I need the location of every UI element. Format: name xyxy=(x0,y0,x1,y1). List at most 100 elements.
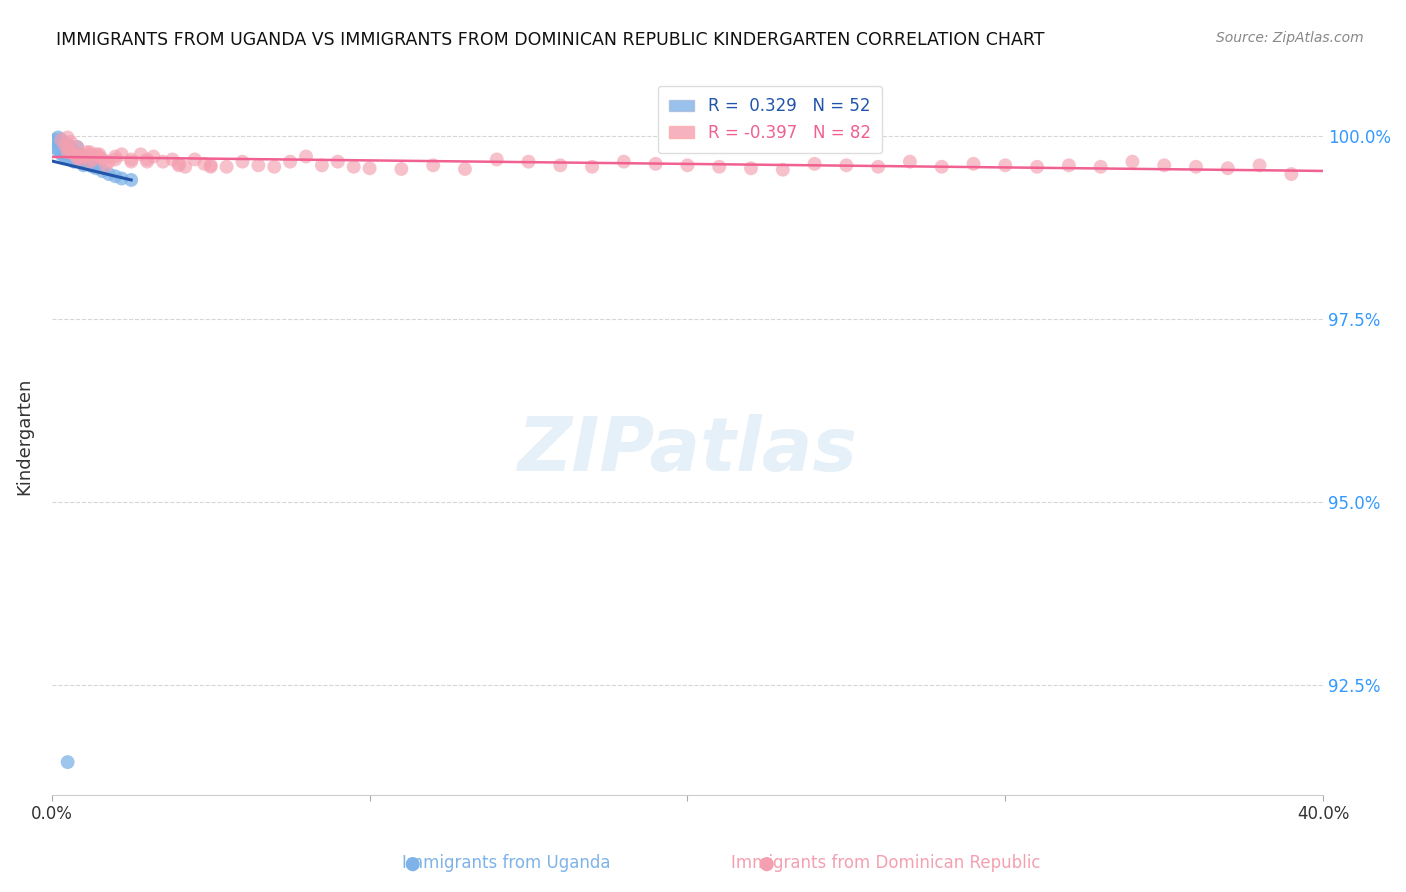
Point xyxy=(69,150,91,164)
Point xyxy=(709,160,731,174)
Point xyxy=(89,149,111,163)
Point xyxy=(82,160,104,174)
Point xyxy=(59,147,82,161)
Point xyxy=(136,153,159,167)
Point xyxy=(66,148,89,162)
Point xyxy=(56,141,79,155)
Point xyxy=(803,157,825,171)
Point xyxy=(167,157,190,171)
Point xyxy=(56,142,79,156)
Point xyxy=(53,139,76,153)
Point xyxy=(94,158,117,172)
Point xyxy=(868,160,890,174)
Point xyxy=(97,154,120,169)
Text: Immigrants from Dominican Republic: Immigrants from Dominican Republic xyxy=(731,855,1040,872)
Point xyxy=(56,142,79,156)
Point xyxy=(97,167,120,181)
Point xyxy=(51,142,73,156)
Point xyxy=(79,147,101,161)
Point xyxy=(79,158,101,172)
Point xyxy=(72,153,94,167)
Text: ⬤: ⬤ xyxy=(758,856,775,871)
Point xyxy=(66,140,89,154)
Point xyxy=(66,147,89,161)
Point xyxy=(740,161,762,176)
Point xyxy=(56,146,79,161)
Point xyxy=(63,145,86,160)
Point xyxy=(51,133,73,147)
Point xyxy=(66,151,89,165)
Point xyxy=(69,149,91,163)
Point xyxy=(517,154,540,169)
Point xyxy=(931,160,953,174)
Point xyxy=(44,135,66,149)
Point xyxy=(129,147,152,161)
Point xyxy=(104,169,127,184)
Point xyxy=(59,144,82,158)
Point xyxy=(644,157,666,171)
Point xyxy=(215,160,238,174)
Point xyxy=(51,136,73,151)
Point xyxy=(66,147,89,161)
Point xyxy=(44,140,66,154)
Text: ⬤: ⬤ xyxy=(404,856,420,871)
Point xyxy=(343,160,366,174)
Point xyxy=(120,173,142,187)
Point xyxy=(59,153,82,167)
Point xyxy=(311,158,333,172)
Point xyxy=(104,149,127,163)
Point xyxy=(82,153,104,167)
Point xyxy=(389,161,412,176)
Text: ZIPatlas: ZIPatlas xyxy=(517,414,858,487)
Point xyxy=(111,171,134,186)
Point xyxy=(962,157,984,171)
Point xyxy=(162,153,184,167)
Point xyxy=(46,144,69,158)
Point xyxy=(53,145,76,160)
Point xyxy=(359,161,381,176)
Point xyxy=(454,161,477,176)
Point xyxy=(66,140,89,154)
Point xyxy=(76,156,98,170)
Point xyxy=(79,145,101,160)
Text: Source: ZipAtlas.com: Source: ZipAtlas.com xyxy=(1216,31,1364,45)
Point xyxy=(63,154,86,169)
Point xyxy=(79,154,101,169)
Point xyxy=(835,158,858,172)
Point xyxy=(994,158,1017,172)
Point xyxy=(89,147,111,161)
Point xyxy=(104,153,127,167)
Point xyxy=(1249,158,1271,172)
Point xyxy=(295,149,318,163)
Point xyxy=(53,149,76,163)
Point xyxy=(72,151,94,165)
Point xyxy=(278,154,301,169)
Point xyxy=(53,137,76,152)
Point xyxy=(51,137,73,152)
Point xyxy=(72,154,94,169)
Point xyxy=(184,153,207,167)
Point xyxy=(1121,154,1143,169)
Point xyxy=(59,145,82,160)
Point xyxy=(120,153,142,167)
Point xyxy=(59,144,82,158)
Text: Immigrants from Uganda: Immigrants from Uganda xyxy=(402,855,610,872)
Point xyxy=(72,158,94,172)
Point xyxy=(56,145,79,160)
Point xyxy=(142,149,165,163)
Point xyxy=(46,137,69,152)
Point xyxy=(44,133,66,147)
Point xyxy=(59,140,82,154)
Point xyxy=(56,137,79,152)
Point xyxy=(63,149,86,163)
Point xyxy=(76,145,98,160)
Point xyxy=(1090,160,1112,174)
Point xyxy=(326,154,349,169)
Point xyxy=(550,158,572,172)
Point xyxy=(59,135,82,149)
Point xyxy=(676,158,699,172)
Point xyxy=(53,140,76,154)
Point xyxy=(167,158,190,172)
Point xyxy=(247,158,270,172)
Point xyxy=(84,147,107,161)
